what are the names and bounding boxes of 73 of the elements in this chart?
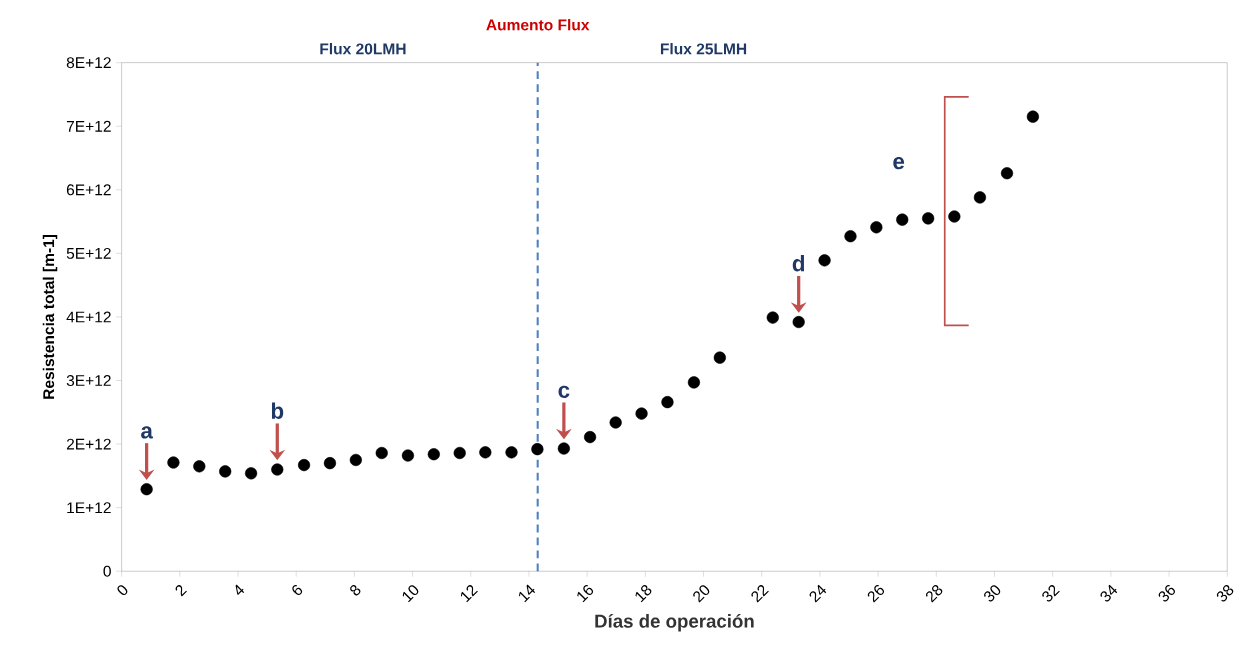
x-tick-label: 12	[460, 585, 478, 603]
annotation: a	[141, 426, 154, 439]
point	[973, 191, 987, 204]
x-tick-label: 14	[519, 584, 536, 603]
x-tick-label: 0	[117, 585, 128, 596]
text: Flux 20LMH	[320, 43, 406, 55]
point	[297, 459, 311, 472]
point	[271, 463, 284, 476]
point	[896, 213, 909, 226]
x-tick-label: 34	[1100, 584, 1118, 602]
point	[453, 446, 466, 460]
point	[583, 431, 597, 444]
x-tick-label: 10	[402, 585, 419, 603]
y-tick-label: 4E+12	[66, 311, 111, 323]
y-tick-label: 3E+12	[66, 375, 111, 387]
text: Flux 25LMH	[660, 43, 747, 55]
y-tick-label: 5E+12	[66, 247, 111, 259]
point	[557, 442, 570, 455]
point	[167, 456, 180, 469]
point	[687, 376, 701, 389]
point	[323, 457, 337, 470]
x-tick-label: 16	[577, 585, 594, 603]
x-tick-label: 36	[1158, 585, 1176, 602]
y-tick-label: 8E+12	[66, 57, 111, 69]
point	[661, 396, 674, 409]
x-tick-label: 24	[809, 584, 827, 603]
point	[792, 316, 805, 329]
x-tick-label: 30	[984, 585, 1001, 602]
x-tick-label: 20	[693, 585, 710, 603]
y-tick-label: 2E+12	[66, 438, 111, 450]
point	[609, 416, 622, 429]
annotation: d	[792, 255, 805, 272]
y-tick-label: 7E+12	[66, 120, 111, 132]
point	[401, 449, 415, 462]
point	[635, 407, 648, 420]
point	[349, 453, 362, 467]
annotation: b	[271, 402, 284, 419]
x-tick-label: 8	[350, 585, 361, 596]
x-tick-label: 22	[751, 585, 769, 603]
point	[948, 210, 961, 223]
point	[766, 311, 779, 324]
x-tick-label: 2	[175, 585, 187, 597]
point	[1000, 167, 1014, 180]
point	[818, 254, 831, 267]
point	[193, 460, 206, 473]
point	[375, 446, 388, 460]
point	[140, 483, 153, 496]
point	[870, 221, 883, 234]
x-tick-label: 38	[1216, 585, 1234, 602]
y-tick-label: 1E+12	[67, 502, 111, 514]
point	[245, 467, 258, 480]
point	[922, 212, 935, 225]
annotation: e	[893, 157, 905, 170]
x-tick-label: 4	[235, 584, 245, 596]
x-tick-label: 6	[292, 585, 303, 596]
x-tick-label: 28	[925, 585, 943, 603]
point	[479, 446, 492, 459]
point	[427, 448, 440, 461]
y-tick-label: 6E+12	[66, 184, 111, 196]
ref-line-label: Aumento Flux	[486, 19, 590, 31]
point	[531, 443, 544, 456]
y-axis-title: Resistencia total [m-1]	[42, 235, 58, 399]
x-tick-label: 18	[635, 585, 652, 603]
point	[844, 230, 857, 243]
x-axis-title: Días de operación	[595, 614, 754, 632]
point	[219, 465, 232, 478]
point	[713, 351, 726, 364]
point	[1026, 110, 1039, 123]
annotation: c	[558, 385, 570, 398]
point	[505, 446, 518, 459]
x-tick-label: 32	[1042, 585, 1060, 602]
x-tick-label: 26	[867, 585, 885, 603]
y-tick-label: 0	[103, 565, 111, 577]
